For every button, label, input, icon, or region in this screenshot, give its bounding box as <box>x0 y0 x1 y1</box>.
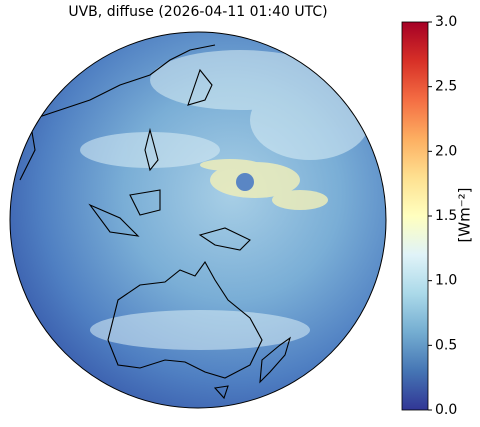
colorbar-tick-label: 0.5 <box>435 337 457 353</box>
colorbar-tick-label: 1.0 <box>435 273 457 289</box>
globe-outline <box>9 31 387 409</box>
colorbar-tick-label: 2.5 <box>435 79 457 95</box>
colorbar-tick-label: 1.5 <box>435 208 457 224</box>
colorbar-tick-label: 0.0 <box>435 402 457 418</box>
colorbar-label: [Wm⁻²] <box>456 187 474 242</box>
colorbar-tick-label: 2.0 <box>435 143 457 159</box>
map-title: UVB, diffuse (2026-04-11 01:40 UTC) <box>68 4 327 20</box>
colorbar-scale <box>401 21 429 411</box>
globe <box>10 32 386 408</box>
high-values <box>200 159 328 210</box>
colorbar-tick-label: 3.0 <box>435 14 457 30</box>
colorbar: 0.0 0.5 1.0 1.5 2.0 2.5 3.0 <box>401 14 457 418</box>
cyclone <box>236 173 254 191</box>
cloud-field <box>80 50 370 350</box>
